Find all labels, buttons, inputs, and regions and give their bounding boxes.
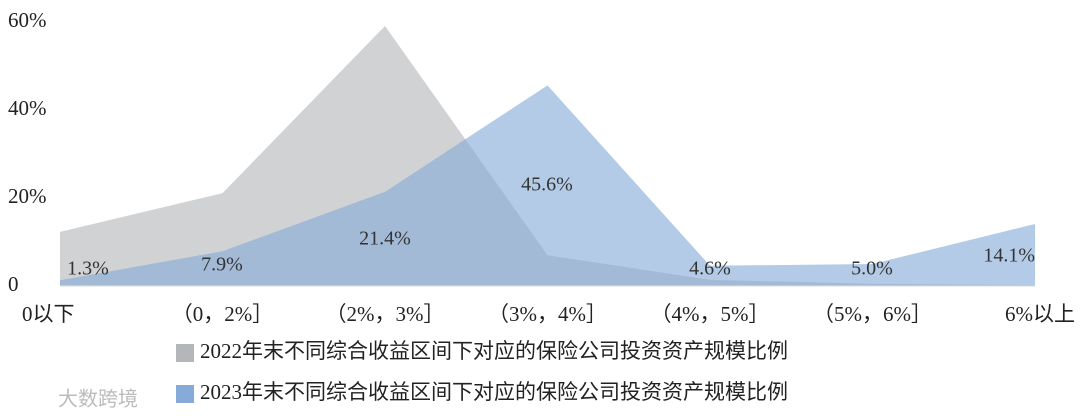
area [60, 85, 1035, 286]
value-label: 7.9% [201, 254, 243, 276]
x-tick-label: （3%，4%］ [488, 302, 607, 326]
value-label: 45.6% [521, 174, 573, 196]
area [60, 25, 1035, 287]
value-label: 1.3% [67, 258, 109, 280]
y-tick-label: 0 [8, 272, 19, 296]
value-label: 21.4% [359, 228, 411, 250]
x-tick-label: 0以下 [22, 302, 75, 326]
x-tick-label: （0，2%］ [172, 302, 274, 326]
x-tick-label: （2%，3%］ [326, 302, 445, 326]
legend-swatch [176, 385, 194, 403]
y-tick-label: 20% [8, 184, 47, 208]
x-tick-label: （4%，5%］ [651, 302, 770, 326]
value-label: 14.1% [983, 245, 1035, 267]
legend-label: 2023年末不同综合收益区间下对应的保险公司投资资产规模比例 [200, 380, 788, 404]
y-tick-label: 60% [8, 8, 47, 32]
y-tick-label: 40% [8, 96, 47, 120]
legend-swatch [176, 344, 194, 362]
value-label: 5.0% [851, 258, 893, 280]
x-tick-label: 6%以上 [1005, 302, 1075, 326]
watermark: 大数跨境 [58, 387, 138, 411]
value-label: 4.6% [689, 258, 731, 280]
legend-label: 2022年末不同综合收益区间下对应的保险公司投资资产规模比例 [200, 339, 788, 363]
x-tick-label: （5%，6%］ [813, 302, 932, 326]
